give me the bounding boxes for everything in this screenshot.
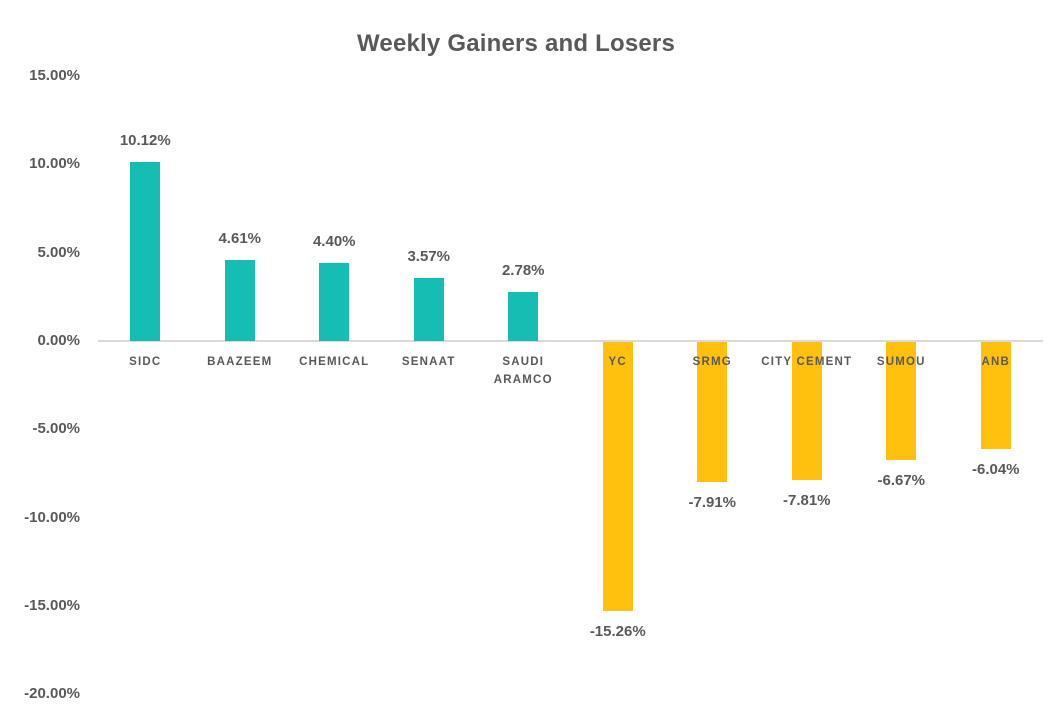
chart-title: Weekly Gainers and Losers bbox=[356, 30, 676, 57]
category-label-baazeem: BAAZEEM bbox=[190, 353, 290, 371]
zero-axis-line bbox=[98, 340, 1043, 342]
value-label-city-cement: -7.81% bbox=[782, 491, 831, 509]
category-label-line: ARAMCO bbox=[493, 374, 553, 386]
bar-anb bbox=[980, 342, 1011, 449]
y-tick-label--15-00-: -15.00% bbox=[24, 596, 80, 614]
bar-saudi-aramco bbox=[508, 291, 539, 341]
bar-yc bbox=[602, 342, 633, 612]
y-tick-label-0-00-: 0.00% bbox=[37, 332, 80, 349]
category-label-chemical: CHEMICAL bbox=[284, 353, 384, 371]
bar-sumou bbox=[886, 342, 917, 460]
category-label-line: SUMOU bbox=[876, 356, 926, 368]
bar-city-cement bbox=[791, 342, 822, 480]
category-label-sumou: SUMOU bbox=[851, 353, 951, 371]
y-tick-label-15-00-: 15.00% bbox=[29, 67, 80, 85]
bar-senaat bbox=[413, 277, 444, 341]
category-label-saudi-aramco: SAUDI ARAMCO bbox=[473, 353, 573, 389]
y-tick-label--10-00-: -10.00% bbox=[24, 508, 80, 526]
category-label-senaat: SENAAT bbox=[379, 353, 479, 371]
category-label-line: CHEMICAL bbox=[299, 356, 370, 368]
bar-baazeem bbox=[224, 259, 255, 341]
y-tick-label-5-00-: 5.00% bbox=[37, 243, 80, 261]
value-label-sumou: -6.67% bbox=[877, 471, 926, 489]
y-tick-label--20-00-: -20.00% bbox=[24, 685, 80, 703]
category-label-yc: YC bbox=[568, 353, 668, 371]
bar-sidc bbox=[130, 162, 161, 341]
category-label-srmg: SRMG bbox=[662, 353, 762, 371]
category-label-city-cement: CITY CEMENT bbox=[757, 353, 857, 371]
category-label-line: CITY CEMENT bbox=[761, 356, 853, 368]
bar-chemical bbox=[319, 263, 350, 341]
bar-srmg bbox=[697, 342, 728, 482]
y-tick-label--5-00-: -5.00% bbox=[32, 420, 80, 438]
category-label-anb: ANB bbox=[946, 353, 1046, 371]
category-label-line: SAUDI bbox=[502, 356, 545, 368]
value-label-chemical: 4.40% bbox=[312, 233, 356, 251]
value-label-saudi-aramco: 2.78% bbox=[501, 261, 545, 279]
category-label-line: ANB bbox=[981, 356, 1010, 368]
value-label-anb: -6.04% bbox=[971, 460, 1020, 478]
category-label-line: SRMG bbox=[692, 356, 732, 368]
value-label-srmg: -7.91% bbox=[688, 493, 737, 511]
category-label-line: SENAAT bbox=[401, 356, 456, 368]
category-label-line: YC bbox=[608, 356, 627, 368]
value-label-senaat: 3.57% bbox=[407, 247, 451, 265]
value-label-yc: -15.26% bbox=[589, 623, 646, 641]
y-tick-label-10-00-: 10.00% bbox=[29, 155, 80, 173]
value-label-sidc: 10.12% bbox=[119, 132, 171, 150]
category-label-line: BAAZEEM bbox=[207, 356, 273, 368]
value-label-baazeem: 4.61% bbox=[218, 229, 262, 247]
category-label-line: SIDC bbox=[129, 356, 162, 368]
category-label-sidc: SIDC bbox=[95, 353, 195, 371]
